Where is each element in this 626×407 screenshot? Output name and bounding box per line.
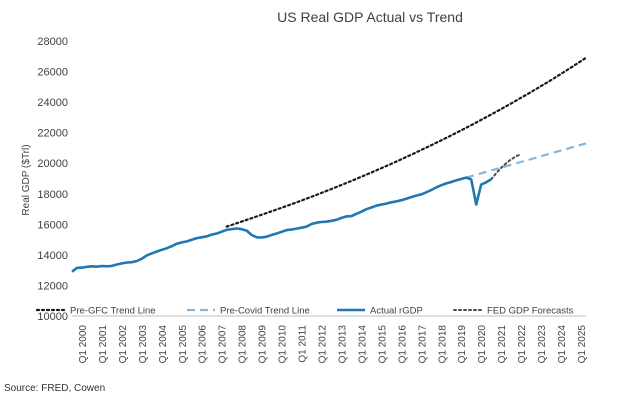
series-fed-gdp-forecasts bbox=[490, 153, 523, 181]
x-tick-label: Q1 2003 bbox=[138, 325, 149, 364]
series-pre-covid-trend-line bbox=[465, 142, 587, 179]
x-tick-label: Q1 2008 bbox=[238, 325, 249, 364]
legend-label: Actual rGDP bbox=[370, 306, 423, 317]
x-tick-label: Q1 2004 bbox=[158, 325, 169, 364]
x-tick-label: Q1 2002 bbox=[118, 325, 129, 364]
y-tick-label: 28000 bbox=[37, 36, 68, 48]
x-tick-label: Q1 2022 bbox=[517, 325, 528, 364]
y-tick-label: 20000 bbox=[37, 158, 68, 170]
source-note: Source: FRED, Cowen bbox=[4, 383, 106, 394]
x-tick-label: Q1 2006 bbox=[198, 325, 209, 364]
series-pre-gfc-trend-line bbox=[225, 56, 588, 228]
x-tick-label: Q1 2013 bbox=[337, 325, 348, 364]
x-tick-label: Q1 2000 bbox=[78, 325, 89, 364]
x-tick-label: Q1 2009 bbox=[258, 325, 269, 364]
y-tick-label: 12000 bbox=[37, 280, 68, 292]
x-tick-label: Q1 2011 bbox=[298, 325, 309, 363]
x-tick-labels: Q1 2000 Q1 2001 Q1 2002 Q1 2003 Q1 2004 Q1 20… bbox=[78, 325, 588, 364]
x-tick-label: Q1 2016 bbox=[397, 325, 408, 364]
x-tick-label: Q1 2023 bbox=[537, 325, 548, 364]
y-tick-label: 16000 bbox=[37, 219, 68, 231]
x-tick-label: Q1 2025 bbox=[577, 325, 588, 364]
x-tick-label: Q1 2017 bbox=[417, 325, 428, 364]
y-tick-labels: 10000 12000 14000 16000 18000 20000 22000 24000… bbox=[37, 36, 68, 323]
x-tick-label: Q1 2005 bbox=[178, 325, 189, 364]
x-tick-label: Q1 2007 bbox=[218, 325, 229, 364]
y-tick-label: 24000 bbox=[37, 97, 68, 109]
x-tick-label: Q1 2024 bbox=[557, 325, 568, 364]
y-tick-label: 14000 bbox=[37, 250, 68, 262]
x-tick-label: Q1 2010 bbox=[278, 325, 289, 364]
x-tick-label: Q1 2014 bbox=[357, 325, 368, 364]
legend-label: Pre-GFC Trend Line bbox=[70, 306, 156, 317]
x-tick-label: Q1 2001 bbox=[98, 325, 109, 364]
x-tick-label: Q1 2012 bbox=[318, 325, 329, 364]
legend-label: FED GDP Forecasts bbox=[487, 306, 574, 317]
x-tick-label: Q1 2019 bbox=[457, 325, 468, 364]
y-tick-label: 26000 bbox=[37, 67, 68, 79]
x-tick-label: Q1 2021 bbox=[497, 325, 508, 364]
series-lines bbox=[71, 56, 588, 273]
x-tick-label: Q1 2020 bbox=[477, 325, 488, 364]
legend: Pre-GFC Trend Line Pre-Covid Trend Line Ac… bbox=[35, 306, 574, 317]
y-tick-label: 10000 bbox=[37, 311, 68, 323]
chart-title: US Real GDP Actual vs Trend bbox=[277, 9, 463, 25]
y-axis-label: Real GDP ($Trl) bbox=[21, 144, 32, 215]
y-tick-label: 18000 bbox=[37, 189, 68, 201]
y-tick-label: 22000 bbox=[37, 128, 68, 140]
legend-label: Pre-Covid Trend Line bbox=[220, 306, 310, 317]
x-tick-label: Q1 2015 bbox=[377, 325, 388, 364]
x-tick-label: Q1 2018 bbox=[437, 325, 448, 364]
series-actual-rgdp bbox=[71, 176, 492, 273]
